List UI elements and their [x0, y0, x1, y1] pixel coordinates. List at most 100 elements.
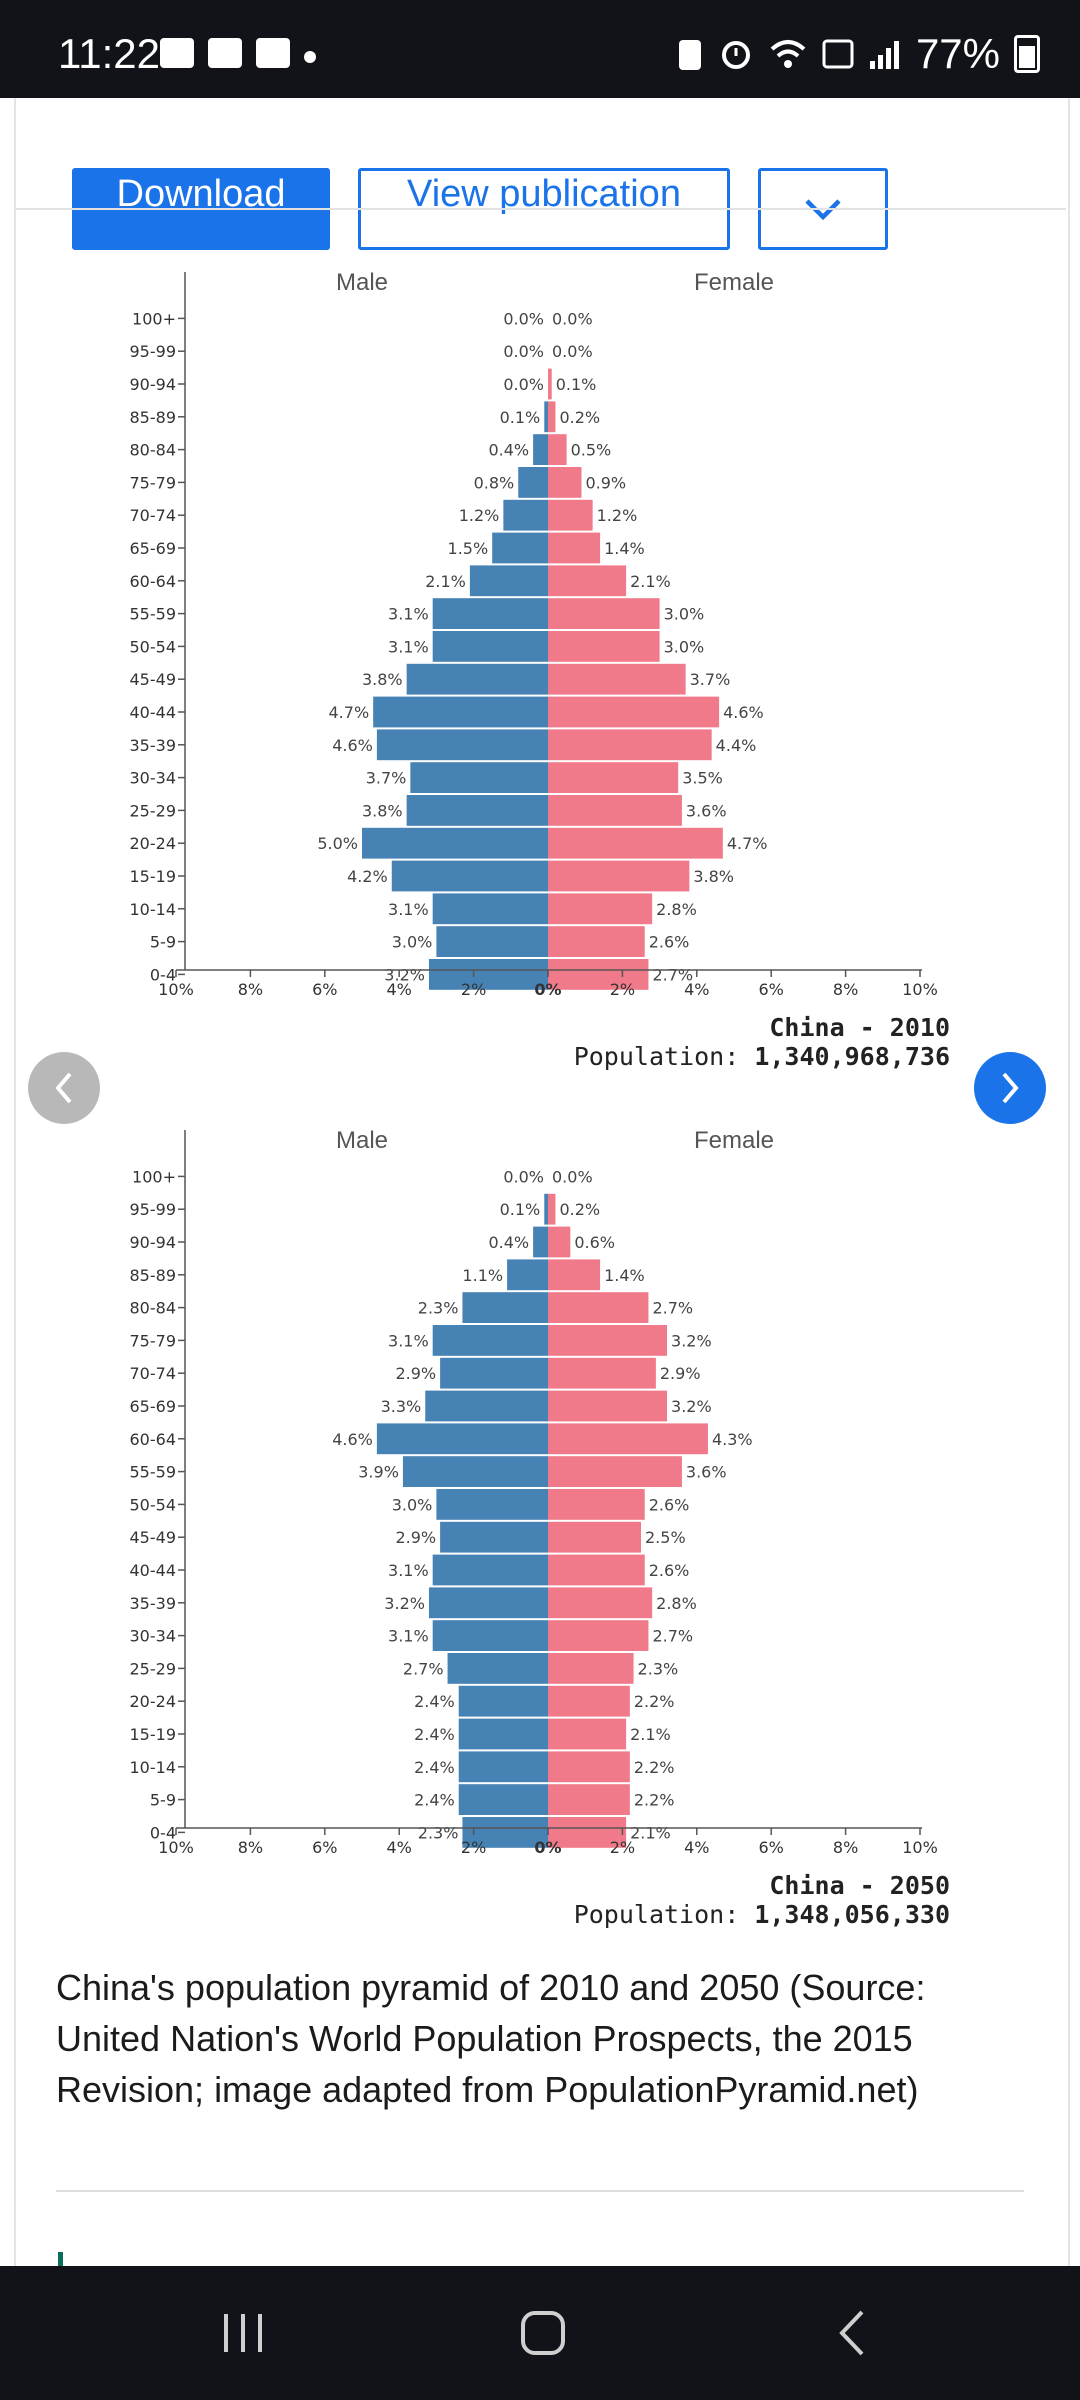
female-value-label: 2.9%: [660, 1364, 701, 1383]
female-bar: [548, 696, 720, 728]
age-group-label: 35-39: [130, 1594, 177, 1613]
carousel-next-button[interactable]: [974, 1052, 1046, 1124]
male-value-label: 2.4%: [414, 1758, 455, 1777]
population-pyramid-2010: Male Female 0.0% 0.0% 0.0% 0.0% 0.0% 0.1% 0.1%…: [130, 269, 951, 1071]
female-bar: [548, 598, 660, 629]
x-tick-label: 10%: [158, 1838, 194, 1857]
male-value-label: 3.3%: [381, 1397, 422, 1416]
age-group-label: 80-84: [130, 1299, 177, 1318]
age-group-label: 25-29: [130, 1659, 177, 1678]
chevron-down-icon: [805, 199, 841, 221]
male-bar: [406, 795, 548, 826]
age-group-label: 30-34: [130, 769, 177, 788]
female-label: Female: [694, 269, 774, 296]
age-group-label: 70-74: [130, 506, 177, 525]
male-bar: [432, 1554, 548, 1586]
female-value-label: 4.6%: [723, 703, 764, 722]
home-icon[interactable]: [518, 2308, 568, 2358]
female-value-label: 0.0%: [552, 309, 593, 328]
female-bar: [548, 565, 627, 597]
female-bar: [548, 1357, 656, 1389]
male-value-label: 3.8%: [362, 670, 403, 689]
female-bar: [548, 795, 682, 826]
male-bar: [391, 860, 548, 892]
male-bar: [425, 1390, 548, 1422]
female-value-label: 1.4%: [604, 1266, 645, 1285]
female-bar: [548, 368, 552, 400]
female-value-label: 0.2%: [559, 408, 600, 427]
male-value-label: 2.9%: [395, 1364, 436, 1383]
age-group-label: 5-9: [150, 1791, 176, 1810]
female-value-label: 4.3%: [712, 1430, 753, 1449]
female-value-label: 4.4%: [716, 736, 757, 755]
x-tick-label: 6%: [759, 1838, 784, 1857]
male-value-label: 3.8%: [362, 801, 403, 820]
x-tick-label: 10%: [158, 980, 194, 999]
male-value-label: 5.0%: [317, 834, 358, 853]
male-bar: [544, 1193, 548, 1225]
age-group-label: 55-59: [130, 605, 177, 624]
system-navigation-bar: [0, 2266, 1080, 2400]
age-group-label: 20-24: [130, 834, 177, 853]
x-tick-label: 2%: [610, 980, 635, 999]
female-value-label: 2.1%: [630, 1823, 671, 1842]
next-section-marker: [58, 2252, 63, 2266]
female-value-label: 3.0%: [664, 605, 705, 624]
female-bar: [548, 893, 653, 925]
x-tick-label: 2%: [461, 1838, 486, 1857]
female-value-label: 2.1%: [630, 572, 671, 591]
x-tick-label: 2%: [461, 980, 486, 999]
male-value-label: 3.9%: [358, 1463, 399, 1482]
male-value-label: 0.0%: [503, 342, 544, 361]
figure-caption: China's population pyramid of 2010 and 2…: [56, 1967, 926, 2110]
x-tick-label: 6%: [312, 980, 337, 999]
male-value-label: 0.4%: [488, 1233, 529, 1252]
female-bar: [548, 1784, 630, 1815]
female-bar: [548, 1390, 668, 1422]
male-bar: [469, 565, 548, 597]
male-bar: [518, 467, 548, 498]
recent-apps-icon[interactable]: [218, 2308, 268, 2358]
age-group-label: 75-79: [130, 473, 177, 492]
age-group-label: 15-19: [130, 867, 177, 886]
female-value-label: 2.7%: [652, 1299, 693, 1318]
female-bar: [548, 1456, 682, 1487]
male-bar: [507, 1259, 548, 1291]
status-bar: 11:22 77%: [0, 0, 1080, 98]
female-bar: [548, 1554, 645, 1586]
male-bar: [410, 762, 548, 793]
female-label: Female: [694, 1127, 774, 1154]
female-bar: [548, 827, 723, 859]
female-value-label: 0.2%: [559, 1200, 600, 1219]
male-value-label: 2.4%: [414, 1725, 455, 1744]
female-bar: [548, 401, 556, 433]
chart-title: China - 2010: [769, 1013, 950, 1042]
male-value-label: 0.1%: [500, 408, 541, 427]
female-value-label: 2.8%: [656, 900, 697, 919]
male-value-label: 1.2%: [459, 506, 500, 525]
male-bar: [533, 434, 548, 465]
back-icon[interactable]: [828, 2308, 878, 2358]
x-tick-label: 8%: [833, 1838, 858, 1857]
female-value-label: 1.2%: [597, 506, 638, 525]
female-value-label: 2.8%: [656, 1594, 697, 1613]
carousel-prev-button[interactable]: [28, 1052, 100, 1124]
male-bar: [432, 598, 548, 629]
male-value-label: 3.1%: [388, 637, 429, 656]
male-value-label: 3.0%: [392, 933, 433, 952]
female-value-label: 2.6%: [649, 933, 690, 952]
female-value-label: 0.1%: [556, 375, 597, 394]
age-group-label: 50-54: [130, 637, 177, 656]
female-value-label: 1.4%: [604, 539, 645, 558]
female-value-label: 2.3%: [638, 1659, 679, 1678]
age-group-label: 60-64: [130, 1430, 177, 1449]
female-value-label: 2.2%: [634, 1692, 675, 1711]
chevron-left-icon: [55, 1072, 72, 1104]
female-value-label: 3.6%: [686, 801, 727, 820]
male-label: Male: [336, 269, 388, 296]
female-bar: [548, 860, 690, 892]
x-tick-label: 2%: [610, 1838, 635, 1857]
x-tick-label: 8%: [833, 980, 858, 999]
female-bar: [548, 1751, 630, 1783]
population-total: Population: 1,340,968,736: [574, 1042, 950, 1071]
